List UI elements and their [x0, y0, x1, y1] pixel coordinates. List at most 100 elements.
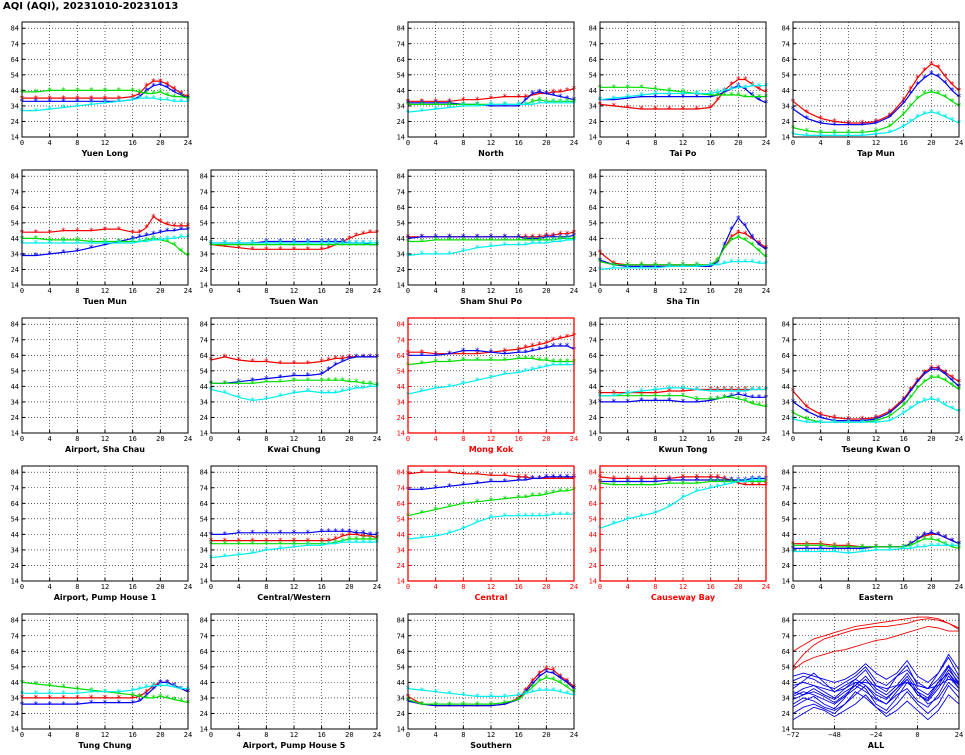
data-point-red: *	[151, 77, 156, 87]
data-point-blue: *	[354, 353, 359, 363]
plot-frame	[792, 465, 960, 582]
data-point-blue: *	[158, 228, 163, 238]
data-point-red: *	[61, 227, 66, 237]
data-point-blue: *	[461, 702, 466, 712]
data-point-cyan: *	[250, 549, 255, 559]
data-point-green: *	[544, 236, 549, 246]
data-point-red: *	[250, 537, 255, 547]
data-point-green: *	[832, 129, 837, 139]
data-point-cyan: *	[333, 239, 338, 249]
data-point-cyan: *	[447, 250, 452, 260]
plot-frame	[21, 169, 189, 286]
data-point-blue: *	[544, 90, 549, 100]
data-point-cyan: *	[537, 512, 542, 522]
x-tick-label: 24	[955, 435, 963, 443]
data-point-green: *	[715, 256, 720, 266]
y-tick-label: 34	[397, 250, 405, 258]
data-point-red: *	[461, 233, 466, 243]
y-tick-label: 44	[11, 235, 19, 243]
data-point-red: *	[326, 356, 331, 366]
y-tick-label: 14	[397, 578, 405, 586]
data-point-blue: *	[611, 398, 616, 408]
data-point-green: *	[130, 87, 135, 97]
data-point-green: *	[804, 127, 809, 137]
data-point-cyan: *	[564, 99, 569, 109]
series-line-red	[600, 388, 766, 394]
y-tick-label: 44	[589, 531, 597, 539]
data-point-cyan: *	[530, 512, 535, 522]
data-point-green: *	[516, 236, 521, 246]
data-point-blue: *	[305, 372, 310, 382]
x-tick-label: 4	[48, 583, 52, 591]
y-tick-label: 14	[11, 282, 19, 290]
data-point-cyan: *	[922, 543, 927, 553]
series-line-cyan	[793, 544, 959, 554]
data-point-red: *	[611, 389, 616, 399]
data-point-cyan: *	[488, 513, 493, 523]
data-point-cyan: *	[236, 393, 241, 403]
y-tick-label: 44	[782, 87, 790, 95]
data-point-cyan: *	[908, 118, 913, 128]
data-point-blue: *	[722, 88, 727, 98]
data-point-cyan: *	[756, 386, 761, 396]
series-line-cyan	[407, 239, 574, 257]
x-tick-label: 24	[570, 435, 578, 443]
data-point-cyan: *	[715, 88, 720, 98]
data-point-blue: *	[419, 700, 424, 710]
data-point-cyan: *	[488, 373, 493, 383]
series-line-green	[793, 538, 960, 549]
data-point-green: *	[625, 481, 630, 491]
x-tick-label: 12	[290, 287, 298, 295]
y-tick-label: 24	[11, 710, 19, 718]
data-point-cyan: *	[137, 94, 142, 104]
data-point-blue: *	[433, 702, 438, 712]
x-tick-label: 8	[264, 731, 268, 739]
data-point-red: *	[33, 228, 38, 238]
x-tick-label: 12	[872, 435, 880, 443]
x-tick-label: 20	[927, 435, 935, 443]
x-tick-label: 4	[819, 435, 823, 443]
data-point-blue: *	[474, 702, 479, 712]
data-point-cyan: *	[171, 683, 176, 693]
data-point-cyan: *	[354, 384, 359, 394]
y-tick-label: 24	[782, 562, 790, 570]
data-point-red: *	[158, 217, 163, 227]
data-point-blue: *	[818, 545, 823, 555]
data-point-cyan: *	[680, 90, 685, 100]
data-point-green: *	[551, 358, 556, 368]
y-tick-label: 74	[11, 632, 19, 640]
data-point-red: *	[102, 694, 107, 704]
x-tick-label: 8	[461, 139, 465, 147]
data-point-green: *	[102, 87, 107, 97]
data-point-green: *	[915, 384, 920, 394]
y-tick-label: 14	[397, 282, 405, 290]
data-point-blue: *	[680, 263, 685, 273]
data-point-blue: *	[326, 527, 331, 537]
data-point-green: *	[611, 261, 616, 271]
data-point-cyan: *	[729, 387, 734, 397]
data-point-blue: *	[530, 475, 535, 485]
data-point-green: *	[158, 693, 163, 703]
data-point-green: *	[447, 700, 452, 710]
data-point-cyan: *	[846, 549, 851, 559]
data-point-blue: *	[804, 407, 809, 417]
x-tick-label: 12	[101, 287, 109, 295]
x-tick-label: −48	[828, 731, 841, 739]
x-tick-label: 24	[373, 583, 381, 591]
data-point-red: *	[666, 105, 671, 115]
data-point-cyan: *	[47, 105, 52, 115]
data-point-cyan: *	[102, 688, 107, 698]
data-point-red: *	[804, 403, 809, 413]
data-point-green: *	[360, 535, 365, 545]
data-point-cyan: *	[419, 250, 424, 260]
data-point-red: *	[130, 93, 135, 103]
x-tick-label: 0	[20, 287, 24, 295]
x-tick-label: 20	[345, 287, 353, 295]
data-point-blue: *	[474, 233, 479, 243]
data-point-cyan: *	[915, 113, 920, 123]
series-line-blue	[408, 345, 575, 356]
plot-frame	[210, 465, 378, 582]
data-point-red: *	[137, 693, 142, 703]
